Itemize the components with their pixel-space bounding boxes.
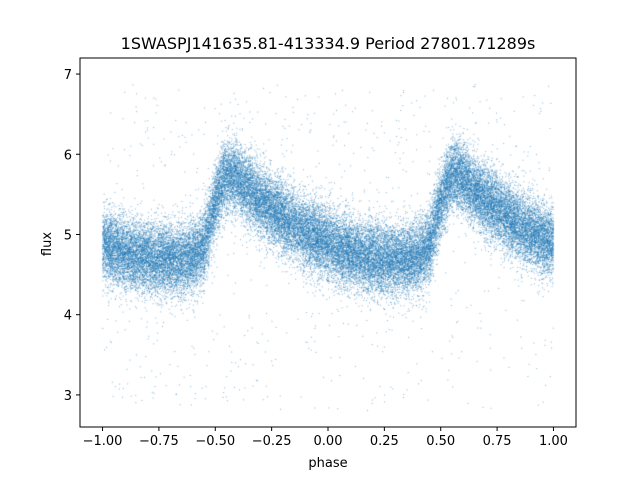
- x-tick-label: −0.75: [139, 434, 179, 449]
- x-axis: −1.00 −0.75 −0.50 −0.25 0.00 0.25 0.50 0.75 1.00: [83, 427, 568, 449]
- x-axis-label: phase: [308, 456, 347, 471]
- scatter-point-cloud: [80, 58, 576, 427]
- chart-title: 1SWASPJ141635.81-413334.9 Period 27801.7…: [121, 34, 536, 53]
- y-tick-label: 6: [64, 148, 72, 163]
- x-tick-label: 0.75: [483, 434, 512, 449]
- y-tick-label: 7: [64, 68, 72, 83]
- scatter-points: [80, 58, 576, 427]
- x-tick-label: −0.25: [252, 434, 292, 449]
- x-tick-label: −0.50: [195, 434, 235, 449]
- x-tick-label: 0.00: [314, 434, 343, 449]
- x-tick-label: 0.25: [370, 434, 399, 449]
- y-tick-label: 4: [64, 309, 72, 324]
- y-tick-label: 3: [64, 389, 72, 404]
- x-tick-label: −1.00: [83, 434, 123, 449]
- y-axis-label: flux: [40, 232, 55, 256]
- y-axis: 3 4 5 6 7: [64, 68, 80, 404]
- x-tick-label: 1.00: [539, 434, 568, 449]
- x-tick-label: 0.50: [426, 434, 455, 449]
- y-tick-label: 5: [64, 228, 72, 243]
